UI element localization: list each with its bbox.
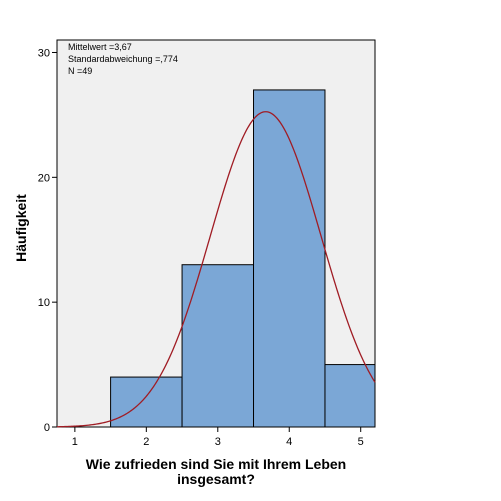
- statistics-box: Mittelwert =3,67 Standardabweichung =,77…: [68, 42, 178, 76]
- x-axis-title-line2: insgesamt?: [177, 471, 255, 487]
- axes-group: 0 10 20 30 1 2 3 4 5: [38, 47, 364, 448]
- y-tick-label: 0: [44, 422, 50, 434]
- x-tick-label: 5: [358, 436, 364, 448]
- histogram-bar: [181, 264, 255, 428]
- stat-mean: Mittelwert =3,67: [68, 42, 132, 52]
- y-tick-label: 30: [38, 47, 50, 59]
- histogram-bar: [324, 364, 376, 428]
- y-tick-label: 10: [38, 297, 50, 309]
- x-axis-title-line1: Wie zufrieden sind Sie mit Ihrem Leben: [86, 456, 346, 472]
- histogram-bar: [253, 89, 326, 428]
- x-tick-label: 3: [215, 436, 221, 448]
- bars-group: [110, 89, 376, 428]
- x-tick-label: 2: [143, 436, 149, 448]
- stat-n: N =49: [68, 66, 92, 76]
- y-axis-title: Häufigkeit: [13, 194, 29, 262]
- y-tick-label: 20: [38, 172, 50, 184]
- x-tick-label: 1: [72, 436, 78, 448]
- histogram-bar: [110, 376, 183, 428]
- x-tick-label: 4: [286, 436, 292, 448]
- stat-std: Standardabweichung =,774: [68, 54, 178, 64]
- normal-curve: [56, 111, 376, 428]
